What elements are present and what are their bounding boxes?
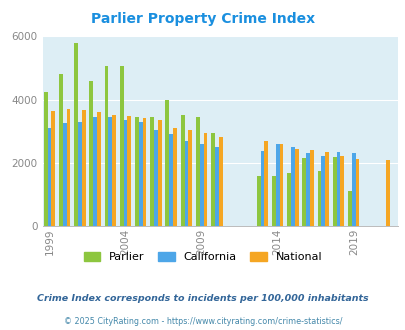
Bar [59,74,63,226]
Bar [302,158,305,226]
Bar [139,122,142,226]
Bar [135,117,139,226]
Bar [173,128,177,226]
Bar [214,147,218,226]
Bar [165,100,169,226]
Bar [332,157,336,226]
Bar [260,151,264,226]
Bar [211,133,214,226]
Bar [158,120,161,226]
Bar [44,92,47,226]
Bar [47,128,51,226]
Bar [78,122,81,226]
Bar [264,141,268,226]
Bar [309,150,313,226]
Text: © 2025 CityRating.com - https://www.cityrating.com/crime-statistics/: © 2025 CityRating.com - https://www.city… [64,317,341,326]
Bar [184,141,188,226]
Bar [275,144,279,226]
Bar [66,109,70,226]
Bar [142,117,146,226]
Text: Crime Index corresponds to incidents per 100,000 inhabitants: Crime Index corresponds to incidents per… [37,294,368,303]
Bar [271,176,275,226]
Bar [347,191,351,226]
Bar [317,171,321,226]
Bar [196,117,199,226]
Bar [180,115,184,226]
Bar [97,112,100,226]
Bar [321,156,324,226]
Bar [188,130,192,226]
Bar [150,117,153,226]
Bar [112,115,116,226]
Bar [305,153,309,226]
Bar [355,159,358,226]
Bar [256,176,260,226]
Bar [336,152,340,226]
Bar [119,66,124,226]
Bar [51,111,55,226]
Bar [199,144,203,226]
Bar [124,120,127,226]
Bar [324,152,328,226]
Text: Parlier Property Crime Index: Parlier Property Crime Index [91,12,314,25]
Bar [203,133,207,226]
Bar [81,110,85,226]
Bar [294,148,298,226]
Bar [351,153,355,226]
Bar [127,116,131,226]
Bar [290,147,294,226]
Bar [104,66,108,226]
Bar [153,130,158,226]
Bar [340,156,343,226]
Bar [279,145,283,226]
Bar [286,173,290,226]
Bar [74,43,78,226]
Bar [218,137,222,226]
Bar [89,81,93,226]
Bar [108,117,112,226]
Bar [63,123,66,226]
Bar [93,117,97,226]
Bar [385,160,389,226]
Legend: Parlier, California, National: Parlier, California, National [79,248,326,267]
Bar [169,134,173,226]
